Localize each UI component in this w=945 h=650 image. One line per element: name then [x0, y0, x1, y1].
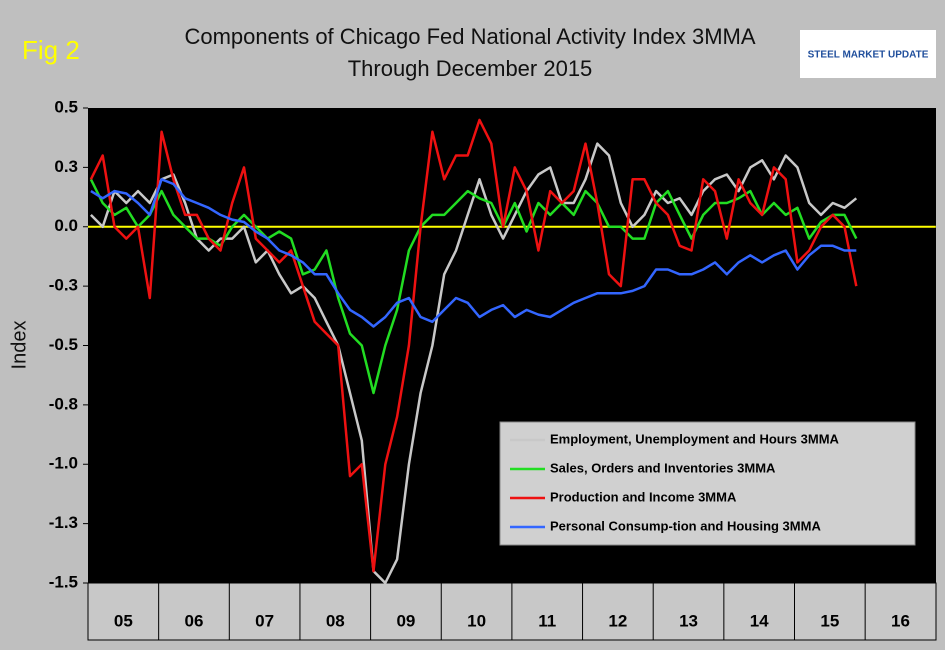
chart-title: Components of Chicago Fed National Activ… — [184, 24, 755, 49]
x-tick-label: 05 — [114, 611, 133, 630]
fig-label: Fig 2 — [22, 35, 80, 65]
y-axis-title: Index — [8, 321, 30, 370]
chart-subtitle: Through December 2015 — [348, 56, 593, 81]
x-tick-label: 12 — [608, 611, 627, 630]
x-tick-label: 08 — [326, 611, 345, 630]
y-tick-label: -1.5 — [49, 572, 78, 591]
logo: STEEL MARKET UPDATE — [808, 50, 929, 61]
y-tick-label: -0.5 — [49, 335, 78, 354]
x-tick-label: 16 — [891, 611, 910, 630]
y-tick-label: -1.3 — [49, 513, 78, 532]
y-tick-label: 0.3 — [54, 157, 78, 176]
x-tick-label: 14 — [750, 611, 769, 630]
x-tick-label: 07 — [255, 611, 274, 630]
x-tick-label: 15 — [820, 611, 839, 630]
x-tick-label: 11 — [538, 611, 556, 630]
x-tick-label: 06 — [185, 611, 204, 630]
legend-label: Employment, Unemployment and Hours 3MMA — [550, 431, 840, 446]
legend-label: Personal Consump-tion and Housing 3MMA — [550, 518, 821, 533]
y-tick-label: -0.8 — [49, 394, 78, 413]
series-line — [90, 142, 858, 585]
series-line — [90, 178, 857, 328]
series-line — [89, 178, 858, 395]
y-tick-label: 0.5 — [54, 97, 78, 116]
y-tick-label: -0.3 — [49, 276, 78, 295]
y-tick-label: -1.0 — [49, 454, 78, 473]
legend-label: Sales, Orders and Inventories 3MMA — [550, 460, 776, 475]
legend-label: Production and Income 3MMA — [550, 489, 737, 504]
x-tick-label: 09 — [396, 611, 415, 630]
logo-box — [800, 30, 936, 78]
y-tick-label: 0.0 — [54, 216, 78, 235]
x-tick-label: 13 — [679, 611, 698, 630]
x-tick-label: 10 — [467, 611, 486, 630]
legend — [499, 421, 916, 546]
series-line — [89, 118, 858, 573]
